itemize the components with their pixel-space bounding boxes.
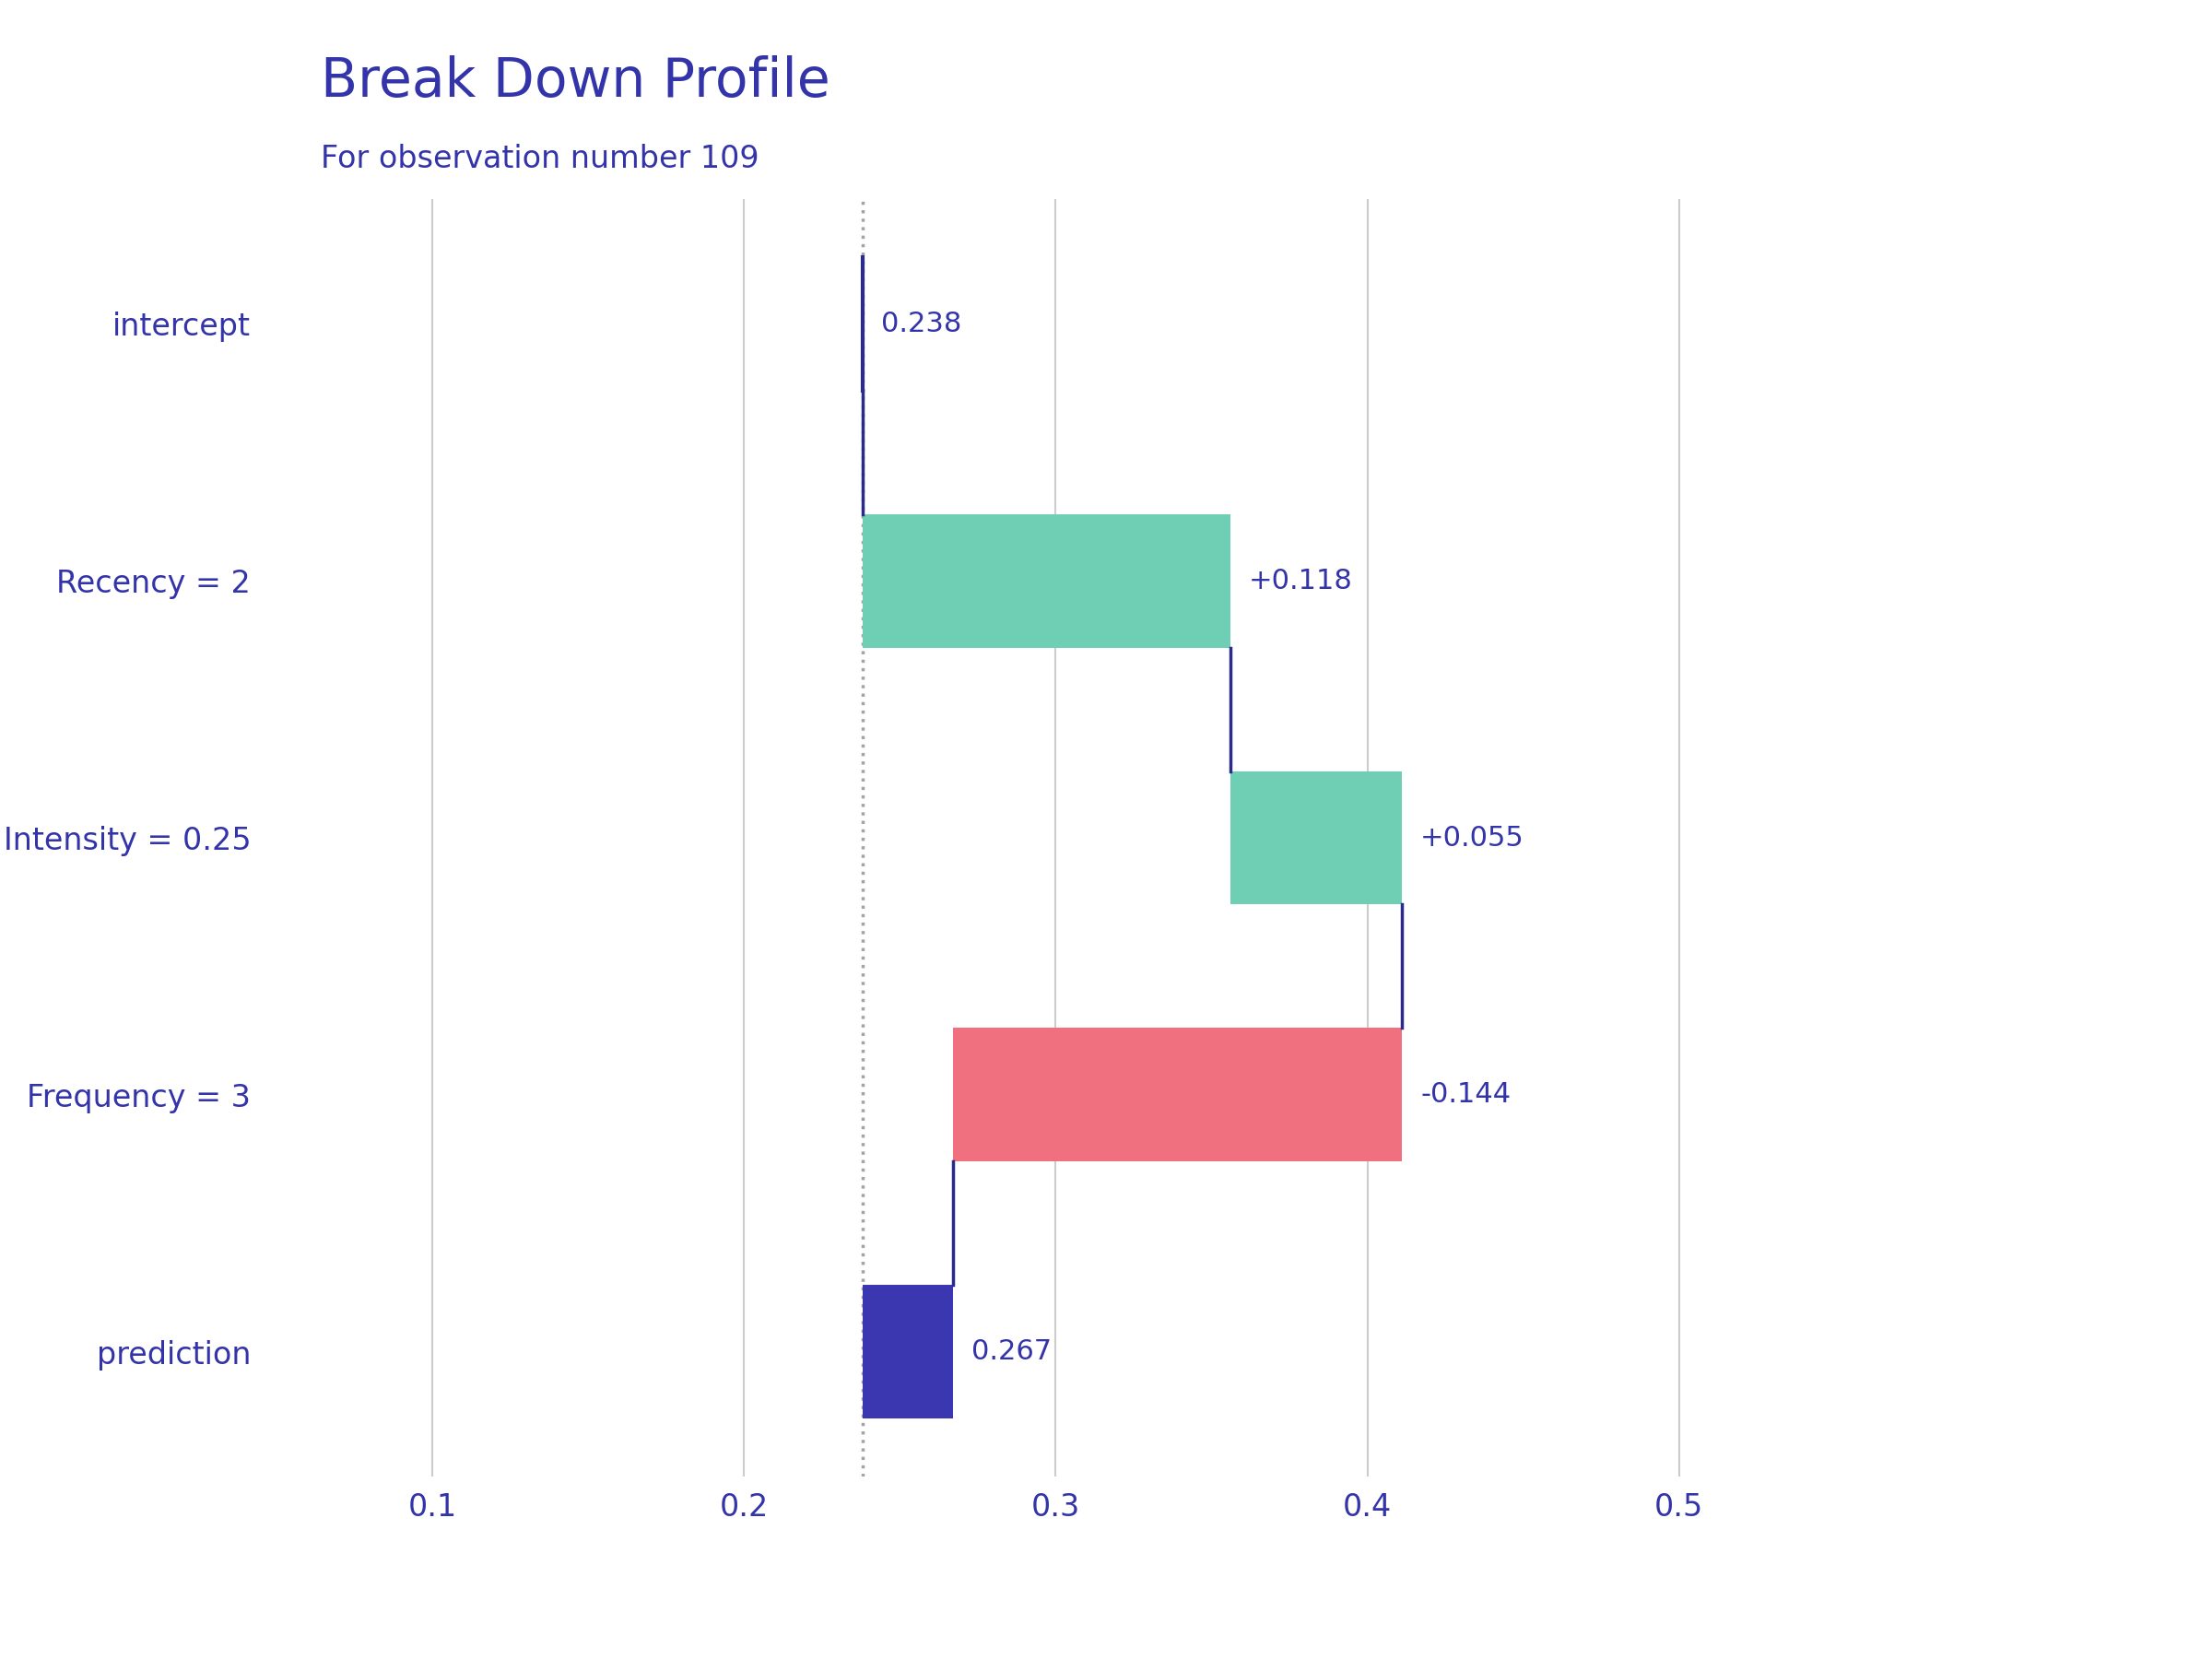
- Text: For observation number 109: For observation number 109: [321, 144, 759, 174]
- Bar: [863, 514, 1230, 647]
- Text: 0.238: 0.238: [880, 310, 962, 337]
- Text: 0.267: 0.267: [971, 1339, 1053, 1365]
- Bar: [863, 1284, 953, 1418]
- Bar: [953, 1029, 1402, 1161]
- Text: Break Down Profile: Break Down Profile: [321, 55, 830, 108]
- Text: +0.118: +0.118: [1250, 567, 1354, 594]
- Text: +0.055: +0.055: [1420, 825, 1524, 851]
- Bar: [1230, 771, 1402, 904]
- Text: -0.144: -0.144: [1420, 1082, 1511, 1108]
